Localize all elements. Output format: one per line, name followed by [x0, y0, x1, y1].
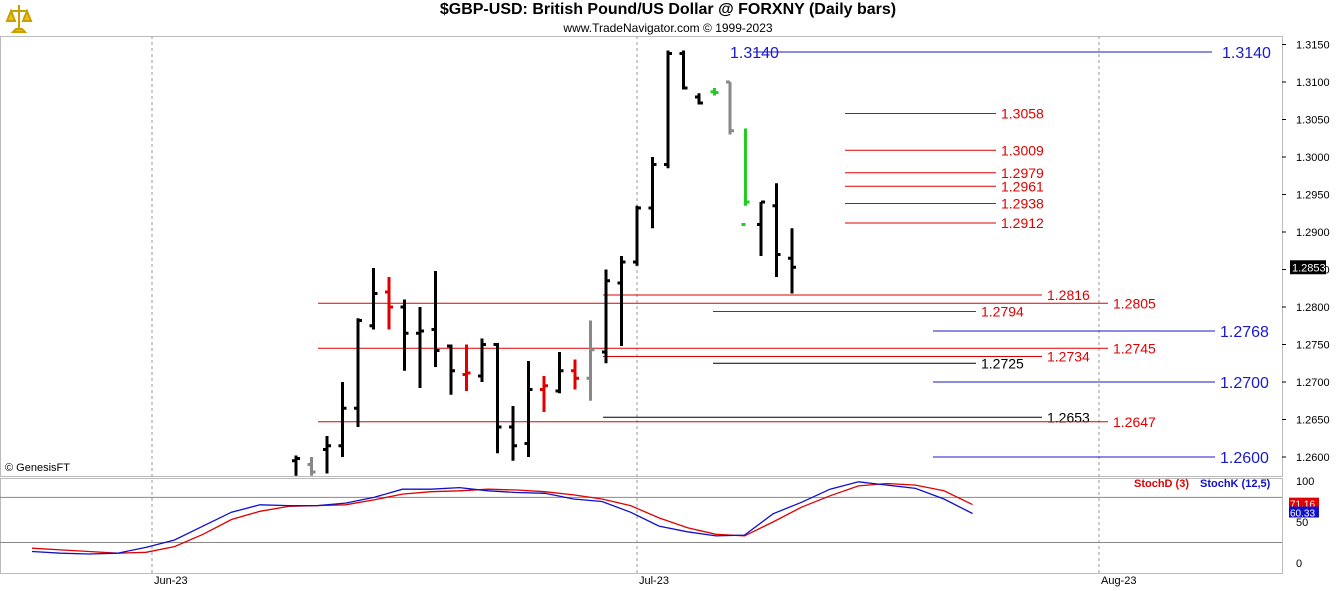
y-tick-label: 1.2750: [1296, 340, 1330, 352]
level-label: 1.3058: [1001, 106, 1044, 122]
y-tick-label: 1.2650: [1296, 415, 1330, 427]
ohlc-bar: [679, 50, 688, 90]
level-label: 1.3140: [1222, 45, 1271, 62]
price-panel-frame: [0, 36, 1283, 477]
ohlc-bar: [741, 128, 750, 226]
x-tick-label: Jun-23: [154, 575, 188, 587]
x-tick-label: Aug-23: [1101, 575, 1136, 587]
y-tick-label: 1.3100: [1296, 77, 1330, 89]
ohlc-bar: [478, 338, 486, 382]
ohlc-bar: [633, 205, 641, 266]
stochk-value-label: 60.33: [1290, 509, 1315, 520]
level-label: 1.2768: [1220, 324, 1269, 341]
y-tick-label: 1.2800: [1296, 302, 1330, 314]
level-label: 1.2734: [1047, 349, 1090, 365]
level-label: 1.2600: [1220, 450, 1269, 467]
ohlc-bar: [710, 88, 719, 96]
ohlc-bar: [323, 436, 331, 474]
ohlc-bar: [354, 318, 362, 427]
level-label: 1.3009: [1001, 142, 1044, 158]
last-price-tag: [1290, 260, 1326, 275]
level-label: 1.2794: [981, 304, 1024, 320]
ohlc-bar: [447, 344, 455, 395]
indicator-panel-frame: [0, 478, 1283, 574]
y-tick-label: 1.2700: [1296, 377, 1330, 389]
y-tick-label: 1.2600: [1296, 452, 1330, 464]
ohlc-bar: [307, 457, 316, 476]
ohlc-bar: [602, 269, 610, 364]
stochd-legend: StochD (3): [1134, 478, 1189, 490]
ohlc-bar: [493, 343, 502, 454]
ohlc-bar: [664, 50, 672, 169]
level-label: 1.2938: [1001, 196, 1044, 212]
level-label: 1.2961: [1001, 178, 1044, 194]
level-label: 1.2653: [1047, 409, 1090, 425]
level-label: 1.2816: [1047, 287, 1090, 303]
ohlc-bar: [540, 376, 548, 412]
ohlc-bar: [726, 80, 734, 135]
ohlc-bar: [788, 228, 796, 294]
ohlc-bar: [617, 256, 626, 346]
ohlc-bar: [338, 382, 347, 457]
ohlc-bar: [416, 307, 424, 388]
x-tick-label: Jul-23: [639, 575, 669, 587]
ohlc-bar: [648, 157, 657, 229]
level-label: 1.2700: [1220, 375, 1269, 392]
stochk-value-tag: [1289, 506, 1319, 518]
level-label: 1.2805: [1113, 295, 1156, 311]
y-tick-label: 1.2900: [1296, 227, 1330, 239]
y-tick-label: 1.3150: [1296, 40, 1330, 52]
ohlc-bar: [695, 93, 703, 105]
ohlc-bar: [555, 352, 564, 394]
chart-subtitle: www.TradeNavigator.com © 1999-2023: [563, 21, 773, 35]
level-label: 1.3140: [730, 45, 779, 62]
trade-navigator-logo-icon: [2, 2, 36, 36]
price-panel: 1.3150 1.3100 1.3050 1.3000 1.2950 1.2900 1.28…: [0, 36, 1330, 573]
indicator-y-tick-label: 100: [1296, 476, 1314, 488]
ohlc-bar: [292, 455, 300, 476]
indicator-y-tick-label: 0: [1296, 558, 1302, 570]
indicator-y-tick-label: 50: [1296, 517, 1308, 529]
y-tick-label: 1.3000: [1296, 152, 1330, 164]
ohlc-bar: [462, 344, 471, 391]
ohlc-bar: [772, 183, 781, 277]
ohlc-bar: [509, 406, 517, 461]
ohlc-bar: [369, 268, 378, 330]
y-tick-label: 1.3050: [1296, 115, 1330, 127]
level-label: 1.2979: [1001, 165, 1044, 181]
level-label: 1.2912: [1001, 215, 1044, 231]
ohlc-bar: [385, 277, 393, 330]
level-label: 1.2647: [1113, 414, 1156, 430]
ohlc-bar: [571, 359, 579, 390]
data-credit: © GenesisFT: [5, 462, 70, 474]
ohlc-bar: [524, 361, 533, 457]
level-label: 1.2745: [1113, 340, 1156, 356]
y-tick-label: 1.2950: [1296, 190, 1330, 202]
stoch-series-line: [31, 481, 973, 555]
ohlc-bar: [586, 320, 595, 401]
stochk-legend: StochK (12,5): [1200, 478, 1271, 490]
ohlc-bar: [431, 271, 440, 367]
stochd-value-label: 71.16: [1290, 500, 1315, 511]
chart-title: $GBP-USD: British Pound/US Dollar @ FORX…: [439, 1, 897, 18]
ohlc-bar: [400, 299, 409, 371]
last-price-label: 1.2853: [1292, 262, 1326, 274]
level-label: 1.2725: [981, 355, 1024, 371]
stoch-series-line: [31, 482, 973, 554]
ohlc-bar: [757, 200, 765, 256]
